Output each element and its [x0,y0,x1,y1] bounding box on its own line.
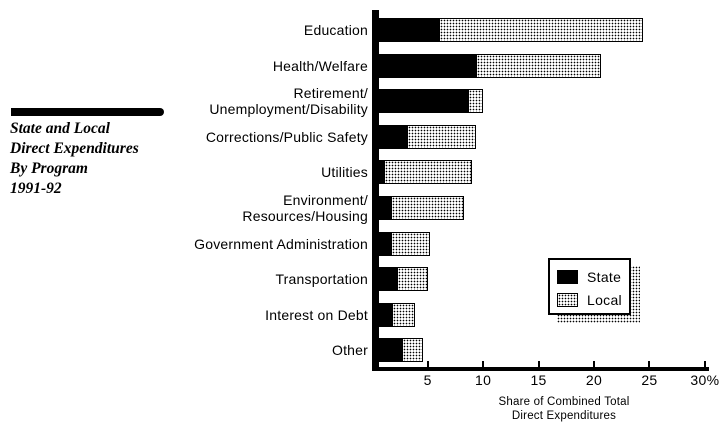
state-bar-segment [379,196,392,220]
category-label-line: Environment/ [283,192,368,208]
category-label: Other [332,342,368,358]
figure-title: State and Local Direct Expenditures By P… [10,119,139,199]
category-label-line: Government Administration [194,235,368,252]
x-tick-label: 5 [423,372,432,388]
local-bar-segment [391,231,430,256]
local-bar-segment [467,89,484,114]
x-tick-mark [648,361,651,368]
legend-entry-local: Local [557,290,629,310]
local-bar-segment [438,18,643,42]
category-label: Transportation [275,271,368,287]
local-bar-segment [384,160,472,185]
category-label-line: Unemployment/Disability [209,101,368,118]
category-label-line: Education [303,22,368,38]
state-bar-segment [379,18,439,42]
x-tick-label: 20 [585,372,603,388]
x-axis-title: Share of Combined Total Direct Expenditu… [464,396,664,423]
category-label-line: Resources/Housing [242,208,368,224]
category-label-line: Corrections/Public Safety [205,128,368,145]
x-tick-mark [593,361,595,368]
x-tick-mark [703,361,706,368]
category-label-line: Interest on Debt [265,306,368,323]
category-label: Environment/Resources/Housing [242,192,368,224]
title-rule [11,108,164,116]
category-label: Government Administration [194,236,368,252]
local-bar-segment [476,53,601,78]
x-axis-title-line-2: Direct Expenditures [511,409,617,422]
category-label: Utilities [321,164,368,180]
state-bar-segment [379,302,393,327]
local-bar-segment [402,338,424,363]
local-bar-segment [396,267,428,292]
figure-title-line-3: By Program [10,160,88,177]
category-label: Health/Welfare [273,58,368,74]
state-bar-segment [379,231,392,256]
x-axis-line [372,367,709,371]
category-label-line: Other [331,342,368,359]
state-bar-segment [379,53,477,78]
category-label-line: Retirement/ [293,85,368,102]
category-label: Education [304,22,368,38]
x-tick-label: 30% [690,372,720,388]
x-axis-title-line-1: Share of Combined Total [498,396,630,408]
state-bar-segment [379,160,385,185]
category-label: Retirement/Unemployment/Disability [209,85,368,117]
x-tick-label: 10 [475,372,492,388]
figure-title-line-2: Direct Expenditures [10,140,139,157]
y-axis-line [372,10,379,371]
legend-box: State Local [548,258,631,315]
category-label-line: Health/Welfare [272,57,368,74]
x-tick-label: 25 [641,372,658,388]
x-tick-mark [426,361,429,368]
category-label-line: Transportation [275,271,368,288]
x-tick-label: 15 [530,372,547,388]
legend-label-state: State [587,269,622,285]
figure-title-line-1: State and Local [10,120,110,137]
state-bar-segment [379,89,468,114]
legend-entry-state: State [557,267,629,287]
local-bar-segment [392,302,416,327]
state-bar-segment [379,338,403,363]
local-swatch-icon [557,293,578,307]
local-bar-segment [391,196,465,220]
category-label: Interest on Debt [265,307,368,323]
category-label: Corrections/Public Safety [206,129,368,145]
category-label-line: Utilities [321,164,368,181]
legend-label-local: Local [587,292,622,308]
figure-title-line-4: 1991-92 [10,180,62,197]
state-bar-segment [379,267,397,292]
x-tick-mark [482,361,485,368]
state-bar-segment [379,124,407,149]
local-bar-segment [406,124,477,149]
state-swatch-icon [557,270,578,284]
x-tick-mark [537,361,540,368]
